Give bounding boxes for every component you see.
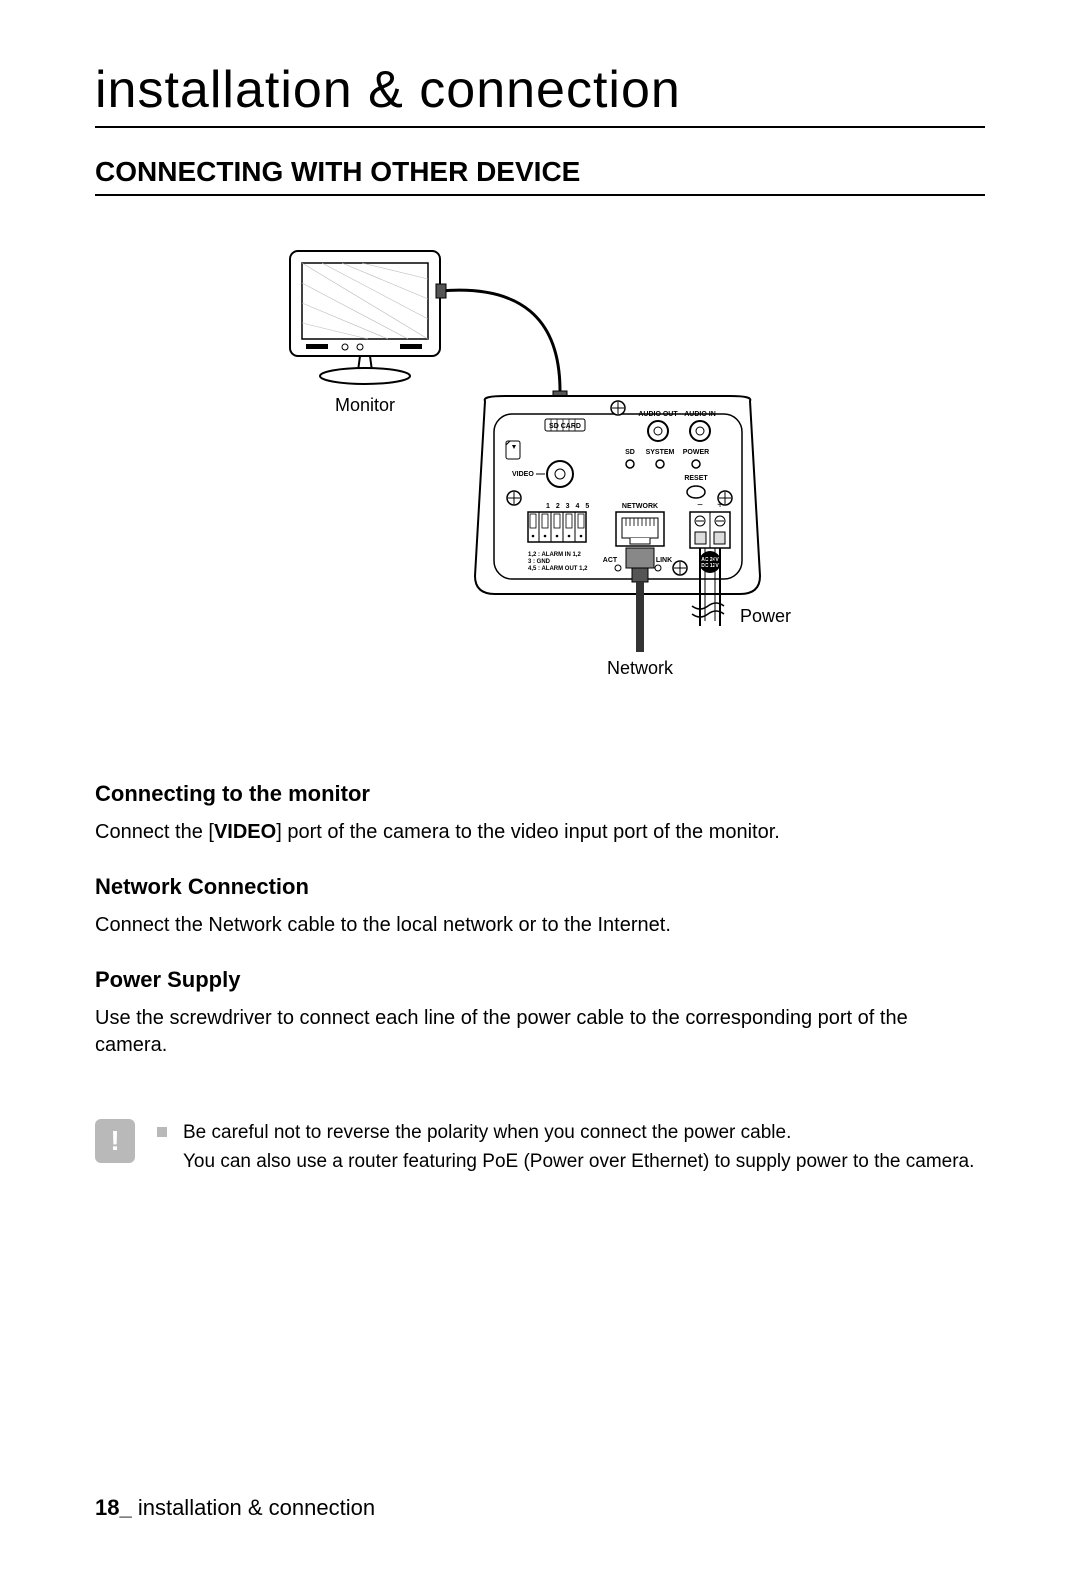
svg-text:1 2 3 4 5: 1 2 3 4 5 [546, 503, 591, 510]
network-cable [626, 548, 654, 652]
text-power: Use the screwdriver to connect each line… [95, 1005, 985, 1059]
svg-text:LINK: LINK [656, 557, 672, 564]
subheading-power: Power Supply [95, 967, 985, 993]
caution-line1: Be careful not to reverse the polarity w… [183, 1119, 974, 1148]
caution-block: ! Be careful not to reverse the polarity… [95, 1119, 985, 1176]
svg-text:ACT: ACT [603, 557, 618, 564]
page-title: installation & connection [95, 60, 985, 128]
svg-text:SD CARD: SD CARD [549, 423, 581, 430]
section-heading-connecting: CONNECTING WITH OTHER DEVICE [95, 156, 985, 196]
svg-text:4,5 : ALARM OUT 1,2: 4,5 : ALARM OUT 1,2 [528, 566, 588, 572]
text-monitor: Connect the [VIDEO] port of the camera t… [95, 819, 985, 846]
subheading-monitor: Connecting to the monitor [95, 781, 985, 807]
caution-icon: ! [95, 1119, 135, 1163]
svg-text:VIDEO: VIDEO [512, 471, 534, 478]
page-footer: 18_ installation & connection [95, 1495, 375, 1521]
svg-text:POWER: POWER [683, 449, 709, 456]
camera-rear-panel: SD CARD AUDIO OUT AUDIO IN SD SYSTEM POW… [475, 396, 760, 594]
svg-text:RESET: RESET [684, 475, 708, 482]
svg-text:SYSTEM: SYSTEM [646, 449, 675, 456]
svg-text:AUDIO OUT: AUDIO OUT [638, 411, 678, 418]
monitor-drawing [290, 251, 440, 384]
svg-text:NETWORK: NETWORK [622, 503, 658, 510]
caution-line2: You can also use a router featuring PoE … [183, 1148, 974, 1177]
power-label: Power [740, 606, 791, 626]
video-cable [440, 290, 560, 404]
connection-diagram: Monitor [95, 236, 985, 711]
svg-text:AUDIO IN: AUDIO IN [684, 411, 716, 418]
svg-text:SD: SD [625, 449, 635, 456]
network-label: Network [607, 658, 674, 678]
bullet-icon [157, 1127, 167, 1137]
svg-text:+: + [717, 500, 723, 511]
svg-text:−: − [697, 500, 703, 511]
text-network: Connect the Network cable to the local n… [95, 912, 985, 939]
monitor-label: Monitor [335, 395, 395, 415]
svg-text:3 : GND: 3 : GND [528, 559, 551, 565]
svg-text:1,2 : ALARM IN 1,2: 1,2 : ALARM IN 1,2 [528, 552, 581, 558]
svg-text:DC 12V: DC 12V [701, 563, 719, 569]
subheading-network: Network Connection [95, 874, 985, 900]
